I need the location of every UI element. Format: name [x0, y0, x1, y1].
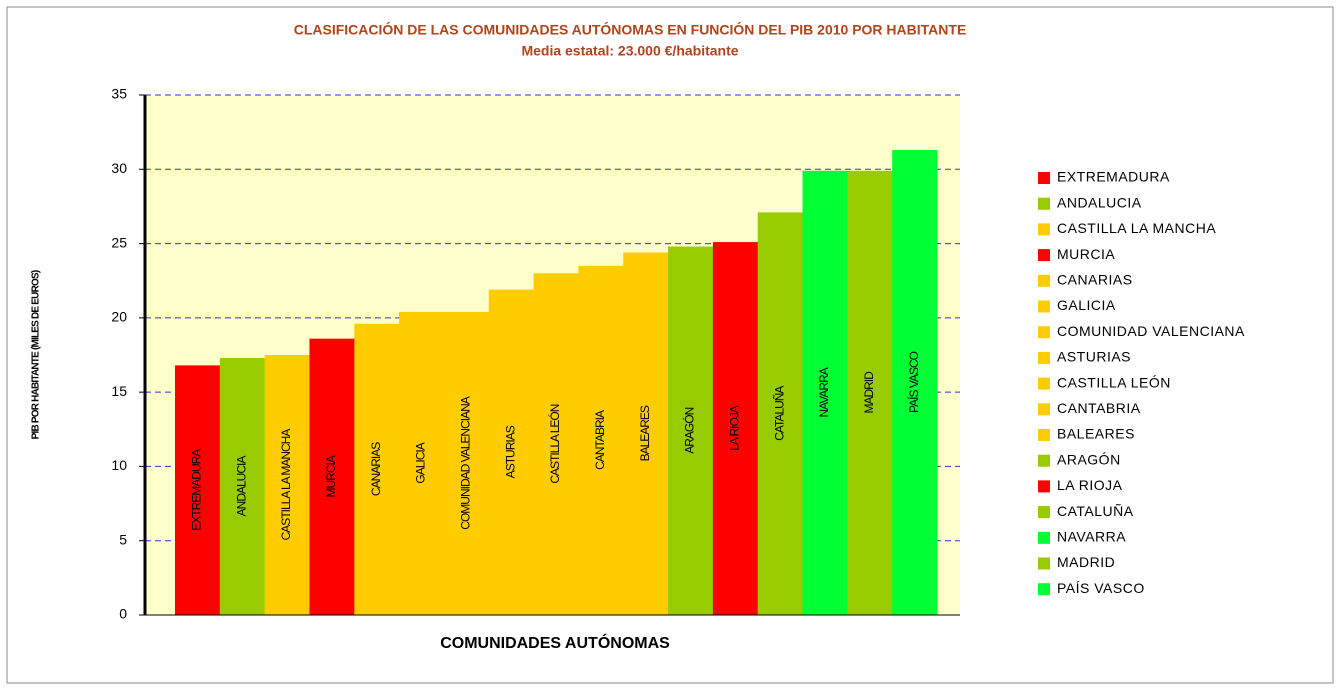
- legend-label: CASTILLA LA MANCHA: [1057, 220, 1216, 236]
- bar: [175, 365, 221, 615]
- legend-swatch: [1038, 274, 1050, 287]
- bar-label: GALICIA: [414, 442, 428, 483]
- bar: [623, 252, 669, 615]
- bar: [354, 323, 400, 615]
- bar-label: BALEARES: [638, 405, 652, 461]
- legend-label: NAVARRA: [1057, 529, 1126, 545]
- bar-label: MURCIA: [324, 455, 338, 497]
- bar-label: PAÍS VASCO: [906, 351, 921, 413]
- legend-swatch: [1038, 403, 1050, 416]
- y-tick-label: 0: [119, 606, 127, 622]
- bar-label: EXTREMADURA: [190, 449, 204, 531]
- legend-label: COMUNIDAD VALENCIANA: [1057, 323, 1245, 339]
- legend-label: LA RIOJA: [1057, 477, 1123, 493]
- legend-swatch: [1038, 454, 1050, 467]
- bar: [399, 311, 445, 615]
- bar: [488, 289, 535, 615]
- legend-swatch: [1038, 197, 1050, 210]
- bar-label: COMUNIDAD VALENCIANA: [459, 396, 473, 529]
- chart-title: CLASIFICACIÓN DE LAS COMUNIDADES AUTÓNOM…: [294, 21, 967, 38]
- legend-label: ASTURIAS: [1057, 349, 1131, 365]
- bar: [533, 273, 579, 615]
- bar-label: CANTABRIA: [593, 410, 607, 470]
- y-tick-label: 25: [111, 234, 127, 250]
- bar: [264, 355, 310, 615]
- legend-swatch: [1038, 377, 1050, 390]
- bar: [802, 170, 848, 615]
- bar: [309, 338, 355, 615]
- legend-label: BALEARES: [1057, 426, 1135, 442]
- bar-label: MADRID: [862, 371, 876, 414]
- bar-label: CANARIAS: [369, 442, 383, 496]
- legend-label: CANTABRIA: [1057, 400, 1141, 416]
- bar-label: NAVARRA: [817, 367, 831, 417]
- legend-swatch: [1038, 300, 1050, 313]
- bar: [712, 242, 759, 616]
- y-tick-label: 15: [111, 383, 127, 399]
- legend-swatch: [1038, 249, 1050, 262]
- y-tick-label: 35: [111, 86, 127, 102]
- bar: [757, 212, 804, 615]
- legend-label: ANDALUCIA: [1057, 194, 1142, 210]
- bar: [847, 170, 893, 615]
- y-axis-title: PIB POR HABITANTE (MILES DE EUROS): [31, 270, 42, 439]
- bar-label: ASTURIAS: [503, 425, 517, 478]
- bar-label: CASTILLA LEÓN: [547, 404, 562, 483]
- legend-swatch: [1038, 351, 1050, 364]
- legend-label: CATALUÑA: [1057, 503, 1134, 519]
- legend-swatch: [1038, 429, 1050, 441]
- legend-swatch: [1038, 223, 1050, 236]
- legend-swatch: [1038, 506, 1050, 519]
- bar: [578, 265, 624, 615]
- y-tick-label: 20: [111, 309, 127, 325]
- legend-label: ARAGÓN: [1057, 451, 1121, 467]
- bar: [219, 357, 266, 615]
- legend-swatch: [1038, 583, 1050, 596]
- legend-swatch: [1038, 326, 1050, 339]
- bar-label: CASTILLA LA MANCHA: [279, 429, 293, 541]
- legend-label: MURCIA: [1057, 246, 1115, 262]
- chart-subtitle: Media estatal: 23.000 €/habitante: [521, 43, 738, 59]
- bar-label: ARAGÓN: [682, 407, 697, 453]
- legend-swatch: [1038, 480, 1050, 493]
- legend-label: PAÍS VASCO: [1057, 580, 1145, 596]
- legend-label: CANARIAS: [1057, 272, 1133, 288]
- bar-label: ANDALUCIA: [234, 456, 248, 517]
- legend-swatch: [1038, 172, 1050, 184]
- bar-label: CATALUÑA: [772, 386, 786, 441]
- legend-label: CASTILLA LEÓN: [1057, 374, 1171, 390]
- x-axis-title: COMUNIDADES AUTÓNOMAS: [440, 633, 670, 652]
- bar: [668, 246, 714, 616]
- legend-label: EXTREMADURA: [1057, 169, 1170, 185]
- y-tick-label: 5: [119, 531, 127, 547]
- legend-label: GALICIA: [1057, 297, 1116, 313]
- y-tick-label: 30: [111, 160, 127, 176]
- legend-swatch: [1038, 557, 1050, 570]
- bar: [892, 149, 938, 615]
- bar-label: LA RIOJA: [727, 405, 741, 451]
- legend-swatch: [1038, 531, 1050, 544]
- y-tick-label: 10: [111, 457, 127, 473]
- legend-label: MADRID: [1057, 554, 1115, 570]
- bar: [443, 311, 490, 615]
